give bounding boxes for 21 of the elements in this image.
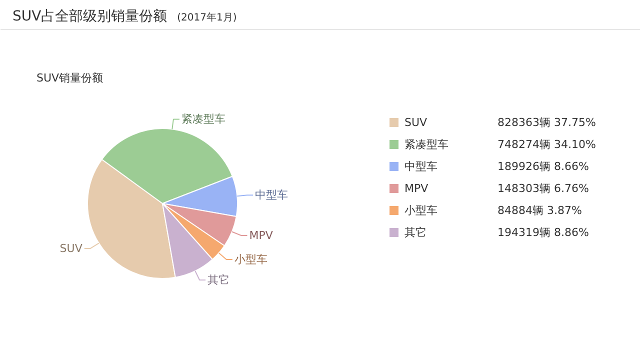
data-label: 194319辆 8.86% <box>498 226 589 239</box>
legend-label: 小型车 <box>404 204 438 217</box>
legend-label: 其它 <box>404 226 426 239</box>
data-label: 828363辆 37.75% <box>498 116 596 129</box>
legend-label: SUV <box>404 116 428 129</box>
data-label: 84884辆 3.87% <box>498 204 582 217</box>
chart-title: SUV占全部级别销量份额 <box>12 8 168 24</box>
data-label: 148303辆 6.76% <box>498 182 589 195</box>
data-label: 748274辆 34.10% <box>498 138 596 151</box>
slice-label: MPV <box>249 229 274 242</box>
legend-label: MPV <box>404 182 429 195</box>
slice-label: SUV <box>60 242 83 255</box>
text: SUV销量份额 <box>36 72 104 84</box>
slice-label: 中型车 <box>255 188 288 202</box>
slice-label: 紧凑型车 <box>181 112 226 126</box>
legend-label: 中型车 <box>404 160 438 173</box>
legend-label: 紧凑型车 <box>404 138 448 151</box>
data-label: 189926辆 8.66% <box>498 160 589 173</box>
slice-label: 其它 <box>208 274 230 286</box>
slice-label: 小型车 <box>234 253 268 266</box>
chart-subtitle: (2017年1月) <box>177 12 237 24</box>
